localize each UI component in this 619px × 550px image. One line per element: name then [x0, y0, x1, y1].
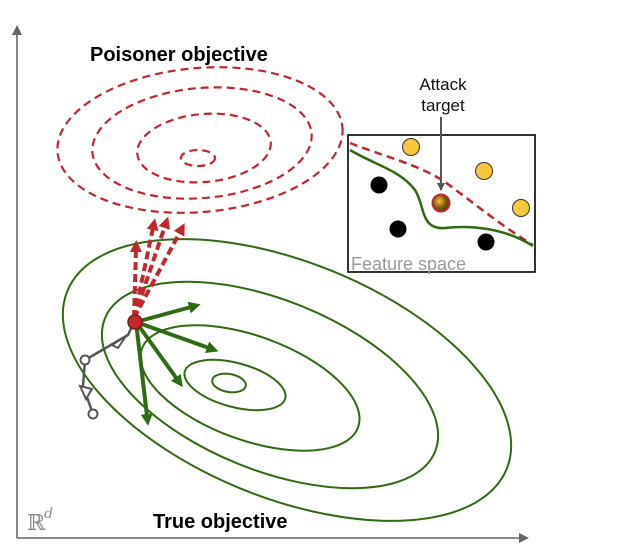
green-arrow-1	[135, 301, 201, 324]
true-contour-1	[61, 238, 513, 522]
axes	[12, 25, 529, 543]
attack-target-label-line1: Attack	[419, 75, 467, 94]
red-arrow-1	[129, 240, 142, 319]
red-arrow-3	[132, 216, 171, 319]
poison-contour-4	[179, 148, 217, 168]
current-parameter-point	[127, 314, 143, 330]
true-objective-contours	[61, 238, 513, 522]
green-arrow-2	[135, 320, 219, 353]
class-b-point	[389, 220, 407, 238]
class-b-point	[477, 233, 495, 251]
poisoner-objective-title: Poisoner objective	[90, 44, 268, 66]
true-contour-4	[183, 358, 287, 412]
trajectory-point-mid	[79, 354, 91, 366]
trajectory-point-start	[87, 408, 99, 420]
attack-target-label-line2: target	[421, 96, 465, 115]
poison-contour-1	[56, 66, 344, 214]
feature-space-inset: Feature space	[347, 117, 536, 274]
red-arrow-4	[132, 223, 185, 319]
class-a-point	[475, 162, 493, 180]
true-gradient-arrows	[134, 301, 219, 426]
green-arrow-4	[134, 321, 153, 426]
trajectory-arrowhead-1	[78, 384, 94, 402]
trajectory-path	[81, 321, 136, 415]
parameter-space-exponent: d	[44, 506, 53, 522]
feature-space-label: Feature space	[351, 254, 466, 274]
class-a-point	[402, 138, 420, 156]
training-trajectory	[78, 321, 136, 420]
clean-decision-boundary	[349, 148, 534, 248]
true-contour-2	[100, 280, 440, 490]
class-a-point	[512, 199, 530, 217]
poisoner-objective-contours	[56, 66, 344, 214]
class-b-point	[370, 176, 388, 194]
green-arrow-3	[134, 320, 183, 388]
parameter-space-symbol: ℝ	[27, 511, 46, 536]
attack-target-point	[431, 193, 451, 213]
trajectory-arrowhead-2	[109, 335, 127, 350]
true-contour-3	[139, 324, 361, 452]
poison-contour-2	[91, 86, 313, 200]
poisoned-decision-boundary	[349, 141, 534, 247]
true-contour-5	[211, 372, 247, 394]
poison-gradient-arrows	[129, 216, 185, 319]
poison-contour-3	[136, 112, 272, 184]
true-objective-title: True objective	[153, 511, 288, 533]
